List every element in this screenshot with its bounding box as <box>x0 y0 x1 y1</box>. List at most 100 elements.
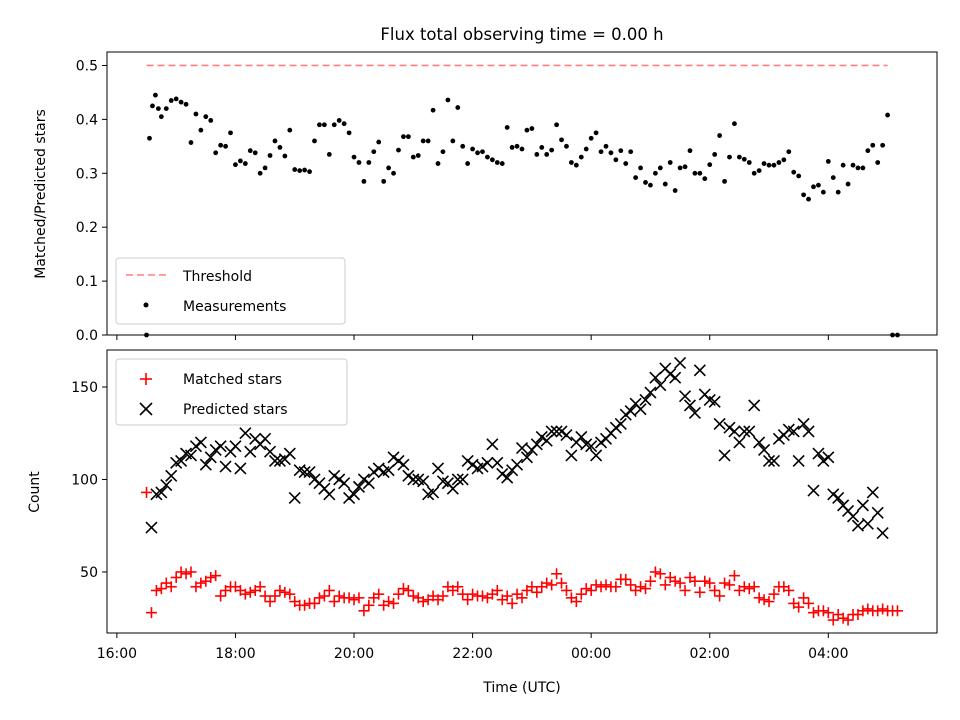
predicted-star-point <box>175 454 188 468</box>
matched-star-point <box>580 583 592 595</box>
measurement-point <box>569 160 574 165</box>
legend-matched-label: Matched stars <box>183 372 282 388</box>
matched-star-point <box>402 584 414 596</box>
predicted-star-point <box>362 477 375 490</box>
matched-star-point <box>585 584 597 596</box>
measurement-point <box>361 178 367 184</box>
measurement-point <box>317 122 322 128</box>
measurement-point <box>336 118 342 123</box>
measurement-point <box>845 181 851 187</box>
measurement-point <box>712 152 718 157</box>
measurement-point <box>178 99 184 105</box>
measurement-point <box>613 157 619 163</box>
measurement-point <box>302 167 308 173</box>
measurement-point <box>346 130 352 136</box>
legend-predicted-label: Predicted stars <box>183 402 288 418</box>
predicted-star-point <box>407 473 420 486</box>
measurement-point <box>618 148 624 154</box>
measurement-point <box>880 142 886 148</box>
measurement-point <box>657 165 663 171</box>
measurement-point <box>539 145 545 150</box>
predicted-star-point <box>263 445 277 458</box>
matched-star-point <box>654 568 666 580</box>
x-axis-label: Time (UTC) <box>482 680 560 696</box>
measurement-point <box>682 164 688 170</box>
matched-star-point <box>610 581 622 593</box>
measurement-point <box>771 162 777 168</box>
matched-star-point <box>279 586 291 598</box>
predicted-star-point <box>303 466 316 479</box>
matched-star-point <box>891 605 903 617</box>
predicted-star-point <box>392 454 405 468</box>
legend-measurements-swatch <box>143 302 149 308</box>
measurement-point <box>326 152 332 157</box>
measurement-point <box>475 150 480 156</box>
measurement-point <box>213 150 219 156</box>
top-y-tick-label: 0.1 <box>76 274 98 290</box>
matched-star-point <box>328 596 340 608</box>
measurement-point <box>445 97 451 103</box>
measurement-point <box>158 114 164 120</box>
matched-star-point <box>383 596 395 608</box>
x-tick-label: 20:00 <box>334 646 374 662</box>
measurement-point <box>746 160 752 165</box>
predicted-star-point <box>871 506 884 519</box>
predicted-star-point <box>748 399 761 412</box>
measurement-point <box>643 180 648 185</box>
measurement-point <box>662 181 668 187</box>
predicted-star-point <box>585 440 598 453</box>
predicted-star-point <box>382 464 395 477</box>
measurement-point <box>727 154 732 160</box>
predicted-star-point <box>145 521 158 534</box>
measurement-point <box>840 162 846 168</box>
measurement-point <box>855 165 861 171</box>
predicted-star-point <box>565 449 578 462</box>
matched-star-point <box>373 588 385 600</box>
measurement-point <box>386 165 392 171</box>
predicted-star-point <box>575 430 588 444</box>
measurement-point <box>257 170 263 176</box>
measurement-point <box>820 189 826 195</box>
measurement-point <box>321 122 327 128</box>
predicted-star-point <box>372 462 385 475</box>
predicted-star-point <box>308 473 321 486</box>
matched-star-point <box>388 597 400 609</box>
measurement-point <box>875 160 881 165</box>
matched-star-point <box>501 590 513 602</box>
measurement-point <box>420 138 426 144</box>
measurement-point <box>707 162 713 168</box>
measurement-point <box>825 159 831 164</box>
matched-star-point <box>827 614 839 626</box>
bottom-x-ticks: 16:00 18:00 20:00 22:00 00:00 02:00 04:00 <box>97 633 848 662</box>
measurement-point <box>796 173 802 179</box>
predicted-star-point <box>357 473 370 486</box>
matched-star-point <box>170 572 182 584</box>
matched-star-point <box>556 577 568 589</box>
matched-star-point <box>417 596 429 608</box>
matched-star-point <box>635 581 647 593</box>
matched-star-point <box>694 586 706 598</box>
predicted-star-point <box>431 462 445 475</box>
measurement-point <box>638 165 643 171</box>
measurement-point <box>781 157 787 163</box>
measurement-point <box>652 170 658 176</box>
x-tick-label: 00:00 <box>571 646 611 662</box>
predicted-star-point <box>644 386 657 399</box>
predicted-star-point <box>328 469 341 482</box>
predicted-star-point <box>501 471 514 484</box>
predicted-star-point <box>545 425 558 438</box>
predicted-star-point <box>352 480 366 493</box>
measurement-point <box>499 161 505 166</box>
matched-star-point <box>704 577 716 589</box>
measurement-point <box>816 182 821 188</box>
measurement-point <box>440 149 446 155</box>
matched-star-point <box>728 570 740 582</box>
measurement-point <box>465 161 471 166</box>
measurement-point <box>667 160 673 165</box>
matched-star-point <box>175 566 187 578</box>
top-plot-frame <box>106 51 938 336</box>
matched-star-point <box>649 566 661 578</box>
chart-title: Flux total observing time = 0.00 h <box>380 25 663 44</box>
measurement-point <box>391 170 396 176</box>
top-y-tick-label: 0.5 <box>76 58 98 74</box>
